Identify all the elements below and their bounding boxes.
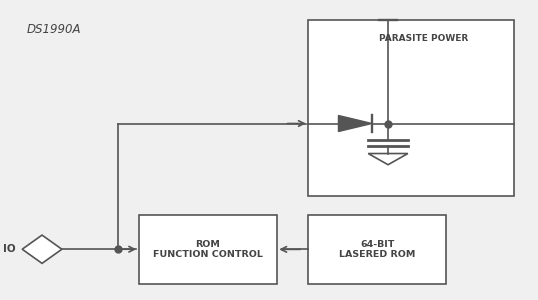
Bar	[139, 215, 277, 284]
Text: PARASITE POWER: PARASITE POWER	[379, 34, 468, 43]
Polygon shape	[22, 235, 62, 263]
Text: ROM
FUNCTION CONTROL: ROM FUNCTION CONTROL	[153, 240, 263, 259]
Text: 64-BIT
LASERED ROM: 64-BIT LASERED ROM	[339, 240, 415, 259]
Text: IO: IO	[3, 244, 16, 254]
Bar	[308, 215, 447, 284]
Polygon shape	[338, 116, 372, 131]
Bar	[308, 20, 514, 196]
Text: DS1990A: DS1990A	[26, 23, 81, 36]
